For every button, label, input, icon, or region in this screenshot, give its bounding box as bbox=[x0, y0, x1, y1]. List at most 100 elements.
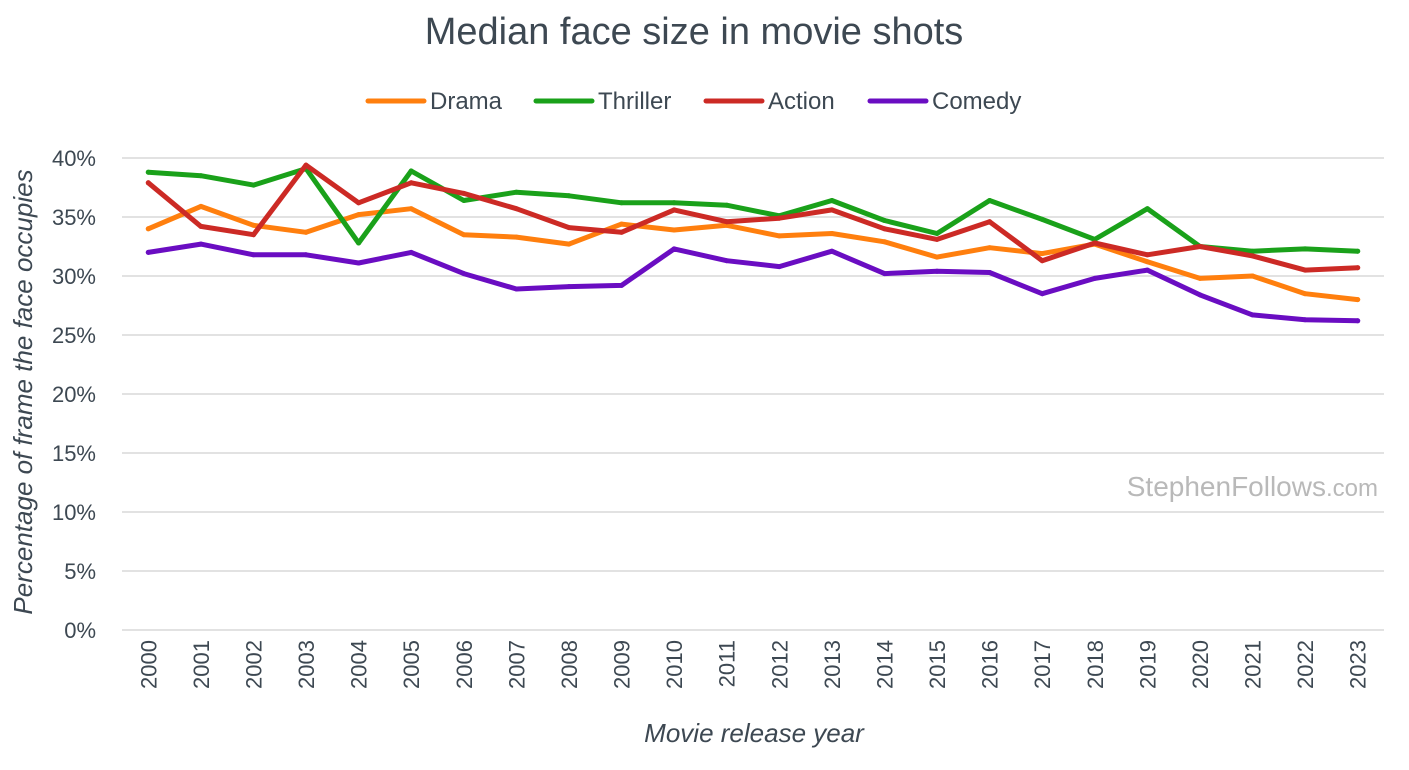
series-lines bbox=[145, 162, 1361, 324]
x-tick-label: 2001 bbox=[189, 640, 214, 689]
data-point-action bbox=[408, 180, 414, 186]
x-tick-label: 2004 bbox=[347, 640, 372, 689]
x-tick-label: 2007 bbox=[504, 640, 529, 689]
data-point-drama bbox=[619, 221, 624, 227]
y-tick-label: 30% bbox=[52, 264, 96, 289]
data-point-action bbox=[566, 225, 572, 231]
data-point-comedy bbox=[1302, 317, 1308, 323]
series-line-drama bbox=[145, 203, 1361, 303]
x-tick-label: 2005 bbox=[399, 640, 424, 689]
data-point-thriller bbox=[724, 202, 730, 208]
data-point-action bbox=[671, 207, 677, 213]
data-point-thriller bbox=[619, 200, 624, 206]
data-point-action bbox=[619, 229, 624, 235]
x-tick-label: 2021 bbox=[1241, 640, 1266, 689]
x-tick-label: 2018 bbox=[1083, 640, 1108, 689]
y-axis-label: Percentage of frame the face occupies bbox=[8, 169, 38, 614]
data-point-comedy bbox=[1250, 312, 1255, 318]
data-point-thriller bbox=[882, 218, 887, 223]
data-point-comedy bbox=[461, 271, 467, 277]
x-tick-label: 2017 bbox=[1030, 640, 1055, 689]
data-point-comedy bbox=[1355, 318, 1361, 324]
legend-label-action: Action bbox=[768, 88, 835, 115]
data-point-thriller bbox=[1144, 206, 1150, 212]
data-point-drama bbox=[461, 232, 467, 238]
data-point-comedy bbox=[934, 268, 940, 274]
x-tick-label: 2014 bbox=[872, 640, 897, 689]
data-point-drama bbox=[1039, 251, 1045, 257]
data-point-action bbox=[1302, 267, 1308, 273]
data-point-comedy bbox=[408, 249, 414, 255]
y-tick-label: 20% bbox=[52, 382, 96, 407]
data-point-thriller bbox=[1039, 216, 1045, 222]
data-point-thriller bbox=[987, 198, 993, 203]
data-point-action bbox=[513, 206, 519, 212]
data-point-action bbox=[724, 219, 730, 225]
data-point-drama bbox=[987, 245, 993, 251]
x-tick-label: 2019 bbox=[1135, 640, 1160, 689]
data-point-action bbox=[1197, 244, 1203, 249]
legend-label-drama: Drama bbox=[430, 88, 503, 115]
data-point-action bbox=[882, 226, 887, 232]
x-tick-label: 2013 bbox=[820, 640, 845, 689]
data-point-comedy bbox=[882, 271, 887, 277]
data-point-drama bbox=[776, 233, 782, 239]
data-point-comedy bbox=[829, 248, 835, 254]
series-line-action bbox=[145, 162, 1361, 273]
legend-label-comedy: Comedy bbox=[932, 88, 1021, 115]
data-point-action bbox=[198, 223, 204, 229]
data-point-comedy bbox=[1144, 267, 1150, 273]
data-point-drama bbox=[303, 229, 309, 235]
data-point-drama bbox=[198, 203, 204, 209]
x-tick-label: 2015 bbox=[925, 640, 950, 689]
gridlines bbox=[122, 157, 1384, 631]
data-point-thriller bbox=[1302, 246, 1308, 252]
y-tick-label: 35% bbox=[52, 205, 96, 230]
data-point-action bbox=[987, 219, 993, 225]
data-point-thriller bbox=[934, 231, 940, 236]
data-point-comedy bbox=[303, 252, 309, 258]
data-point-drama bbox=[356, 212, 362, 218]
data-point-comedy bbox=[1197, 292, 1203, 298]
data-point-comedy bbox=[671, 246, 677, 252]
y-tick-label: 40% bbox=[52, 146, 96, 171]
data-point-action bbox=[303, 162, 309, 168]
x-tick-label: 2006 bbox=[452, 640, 477, 689]
data-point-comedy bbox=[251, 252, 256, 258]
x-tick-label: 2016 bbox=[978, 640, 1003, 689]
y-tick-label: 15% bbox=[52, 441, 96, 466]
data-point-drama bbox=[1302, 291, 1308, 297]
data-point-action bbox=[1039, 258, 1045, 264]
legend: Drama Thriller Action Comedy bbox=[365, 88, 1021, 115]
data-point-thriller bbox=[251, 182, 256, 188]
x-tick-label: 2002 bbox=[241, 640, 266, 689]
data-point-action bbox=[829, 207, 835, 213]
x-axis-label: Movie release year bbox=[644, 718, 865, 748]
data-point-thriller bbox=[671, 200, 677, 206]
y-tick-label: 0% bbox=[64, 618, 96, 643]
data-point-action bbox=[251, 232, 256, 238]
x-tick-label: 2008 bbox=[557, 640, 582, 689]
watermark: StephenFollows.com bbox=[1127, 471, 1378, 502]
data-point-drama bbox=[251, 222, 256, 228]
series-line-thriller bbox=[145, 166, 1361, 254]
data-point-comedy bbox=[987, 270, 993, 275]
x-axis-ticks: 2000 2001 2002 2003 2004 2005 2006 2007 2008 2009… bbox=[136, 640, 1370, 689]
data-point-drama bbox=[829, 231, 835, 236]
x-tick-label: 2003 bbox=[294, 640, 319, 689]
x-tick-label: 2000 bbox=[136, 640, 161, 689]
x-tick-label: 2012 bbox=[767, 640, 792, 689]
data-point-action bbox=[356, 200, 362, 206]
data-point-drama bbox=[566, 241, 572, 247]
data-point-comedy bbox=[198, 241, 204, 247]
data-point-thriller bbox=[461, 198, 467, 203]
y-tick-label: 5% bbox=[64, 559, 96, 584]
data-point-thriller bbox=[513, 189, 519, 195]
data-point-drama bbox=[145, 226, 151, 232]
data-point-drama bbox=[1197, 275, 1203, 281]
data-point-action bbox=[1144, 252, 1150, 258]
x-tick-label: 2022 bbox=[1293, 640, 1318, 689]
data-point-thriller bbox=[829, 198, 835, 203]
data-point-action bbox=[145, 180, 151, 186]
y-tick-label: 25% bbox=[52, 323, 96, 348]
